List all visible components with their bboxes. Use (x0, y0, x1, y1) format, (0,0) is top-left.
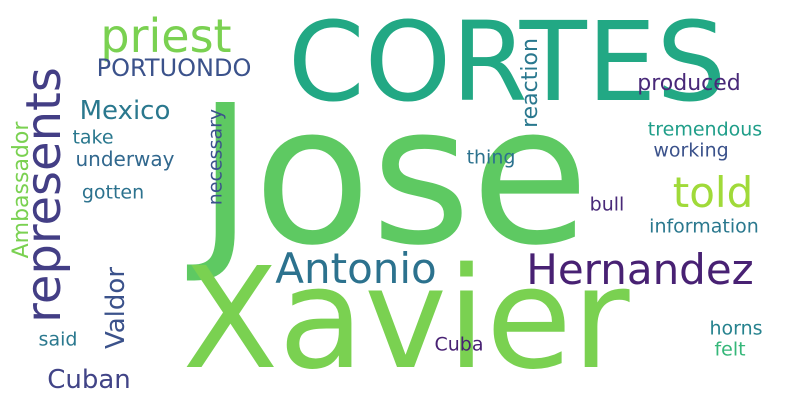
word-ambassador: Ambassador (9, 121, 34, 259)
word-thing: thing (466, 146, 516, 169)
word-tremendous: tremendous (647, 118, 763, 141)
word-cortes: CORTES (287, 0, 727, 126)
word-take: take (72, 126, 114, 149)
word-valdor: Valdor (101, 266, 131, 350)
word-hernandez: Hernandez (526, 245, 754, 294)
word-cuba: Cuba (434, 333, 484, 356)
word-felt: felt (714, 338, 746, 361)
word-portuondo: PORTUONDO (96, 54, 252, 82)
word-xavier: Xavier (182, 238, 630, 401)
word-jose: Jose (196, 65, 590, 288)
word-priest: priest (100, 9, 232, 63)
word-working: working (653, 139, 729, 162)
word-produced: produced (637, 71, 741, 96)
word-reaction: reaction (518, 38, 543, 128)
word-antonio: Antonio (275, 244, 437, 293)
word-cuban: Cuban (47, 365, 131, 395)
word-said: said (38, 328, 78, 351)
word-necessary: necessary (204, 108, 227, 206)
word-told: told (672, 168, 754, 217)
word-horns: horns (709, 317, 763, 340)
word-mexico: Mexico (79, 96, 171, 126)
word-gotten: gotten (81, 181, 145, 204)
word-underway: underway (75, 147, 175, 171)
word-information: information (649, 215, 759, 238)
word-bull: bull (589, 193, 625, 216)
